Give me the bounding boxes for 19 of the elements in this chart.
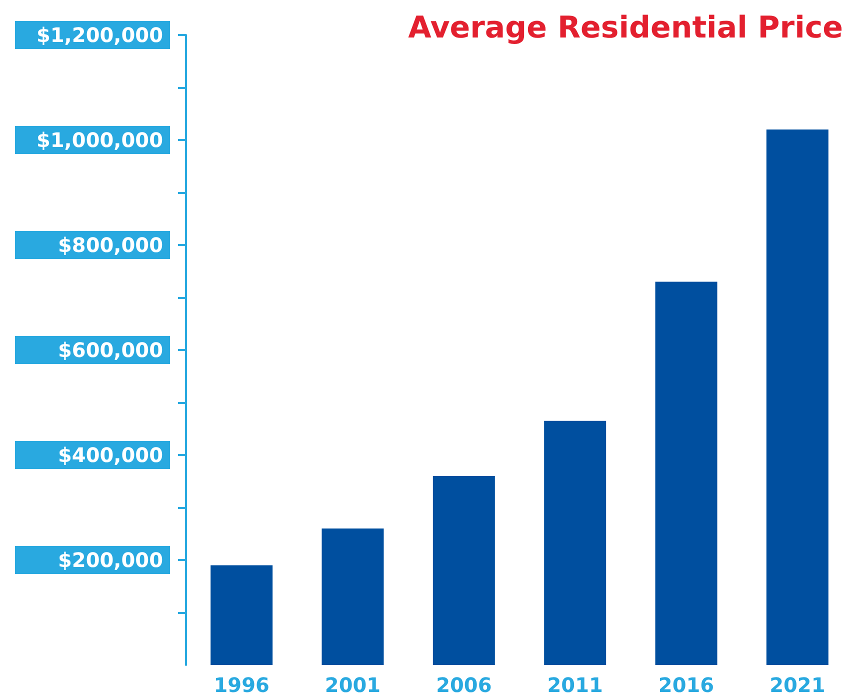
bar bbox=[322, 528, 384, 665]
bar bbox=[655, 282, 718, 665]
x-tick-label: 2011 bbox=[547, 673, 603, 697]
x-tick-label: 2021 bbox=[770, 673, 826, 697]
x-tick-label: 2016 bbox=[658, 673, 714, 697]
y-tick-label: $1,200,000 bbox=[36, 23, 163, 47]
chart-title: Average Residential Price bbox=[408, 10, 844, 46]
bar bbox=[432, 476, 495, 665]
bar bbox=[210, 565, 273, 665]
y-tick-label: $200,000 bbox=[58, 548, 163, 572]
x-tick-label: 2001 bbox=[324, 673, 381, 697]
bar bbox=[544, 420, 606, 665]
bar bbox=[766, 130, 828, 665]
y-tick-label: $1,000,000 bbox=[36, 128, 163, 152]
x-tick-label: 1996 bbox=[214, 673, 270, 697]
y-tick-label: $800,000 bbox=[58, 233, 163, 257]
x-tick-label: 2006 bbox=[436, 673, 492, 697]
y-tick-label: $600,000 bbox=[58, 338, 163, 362]
y-tick-label: $400,000 bbox=[58, 443, 163, 467]
